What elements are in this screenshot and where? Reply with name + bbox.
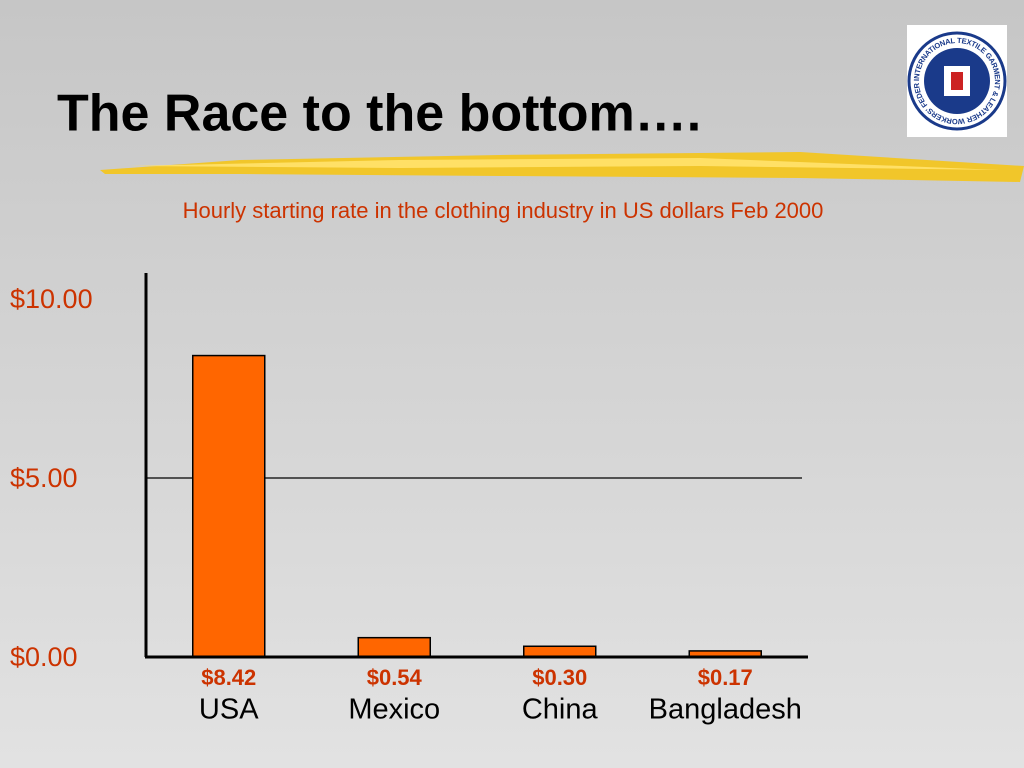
bar — [357, 636, 431, 658]
value-label: $0.54 — [367, 665, 423, 690]
y-tick-label: $0.00 — [10, 642, 78, 672]
x-tick-label: China — [522, 694, 599, 726]
chart-subtitle: Hourly starting rate in the clothing ind… — [183, 198, 824, 223]
value-label: $0.30 — [532, 665, 587, 690]
bar — [192, 354, 266, 658]
y-tick-label: $5.00 — [10, 463, 78, 493]
x-tick-label: Mexico — [348, 694, 440, 726]
highlight-stroke — [130, 158, 1000, 170]
x-tick-label: USA — [199, 694, 259, 726]
value-label: $8.42 — [201, 665, 256, 690]
bar — [523, 645, 597, 658]
logo-emblem — [951, 72, 963, 90]
highlight-stroke — [100, 152, 1024, 182]
value-label: $0.17 — [698, 665, 753, 690]
y-tick-label: $10.00 — [10, 284, 93, 314]
x-tick-label: Bangladesh — [649, 694, 802, 726]
chart-title: The Race to the bottom…. — [57, 85, 701, 143]
